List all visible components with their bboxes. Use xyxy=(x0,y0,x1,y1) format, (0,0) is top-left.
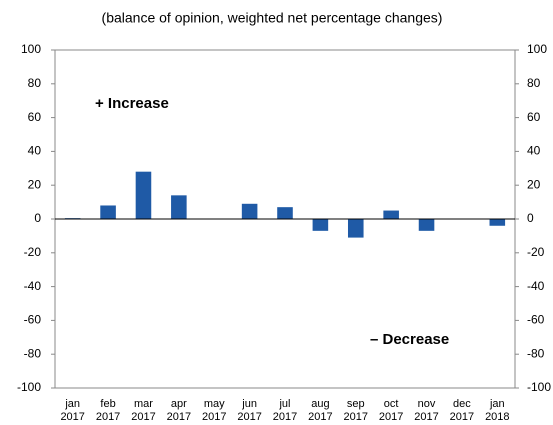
y-tick-label: -60 xyxy=(24,313,42,327)
x-tick-label: feb 2017 xyxy=(96,398,120,423)
y-tick-label: -20 xyxy=(24,245,42,259)
y-tick-label: 0 xyxy=(34,211,41,225)
x-tick-label: apr 2017 xyxy=(167,398,191,423)
bar xyxy=(418,219,435,231)
x-tick-label: dec 2017 xyxy=(450,398,474,423)
x-tick-label: may 2017 xyxy=(202,398,226,423)
y-tick-label: 40 xyxy=(28,144,42,158)
bar xyxy=(383,210,399,219)
bar xyxy=(489,219,506,226)
x-tick-label: nov 2017 xyxy=(414,398,438,423)
y2-tick-label: -20 xyxy=(527,245,545,259)
y-tick-label: 100 xyxy=(21,42,41,56)
y-tick-label: 60 xyxy=(28,110,42,124)
annotation: – Decrease xyxy=(370,331,449,348)
y2-tick-label: 0 xyxy=(527,211,534,225)
y2-tick-label: 80 xyxy=(527,76,541,90)
y2-tick-label: -40 xyxy=(527,279,545,293)
y2-tick-label: 40 xyxy=(527,144,541,158)
y-tick-label: -40 xyxy=(24,279,42,293)
x-tick-label: sep 2017 xyxy=(344,398,368,423)
y-tick-label: -100 xyxy=(17,380,41,394)
x-tick-label: oct 2017 xyxy=(379,398,403,423)
chart-subtitle: (balance of opinion, weighted net percen… xyxy=(102,10,443,26)
bar xyxy=(347,219,364,238)
y-tick-label: 80 xyxy=(28,76,42,90)
x-tick-label: mar 2017 xyxy=(131,398,155,423)
x-tick-label: jan 2018 xyxy=(485,398,509,423)
bar xyxy=(277,207,293,219)
y2-tick-label: 100 xyxy=(527,42,547,56)
y2-tick-label: -60 xyxy=(527,313,545,327)
bar xyxy=(171,195,187,219)
bar xyxy=(312,219,329,231)
y2-tick-label: -80 xyxy=(527,346,545,360)
y2-tick-label: 20 xyxy=(527,177,541,191)
x-tick-label: jul 2017 xyxy=(273,398,297,423)
bar xyxy=(135,171,152,219)
y2-tick-label: -100 xyxy=(527,380,551,394)
y-tick-label: 20 xyxy=(28,177,42,191)
bar xyxy=(241,203,258,219)
y2-tick-label: 60 xyxy=(527,110,541,124)
x-tick-label: aug 2017 xyxy=(308,398,332,423)
annotation: + Increase xyxy=(95,95,169,112)
y-tick-label: -80 xyxy=(24,346,42,360)
bar xyxy=(100,205,116,219)
x-tick-label: jun 2017 xyxy=(237,398,261,423)
x-tick-label: jan 2017 xyxy=(60,398,84,423)
